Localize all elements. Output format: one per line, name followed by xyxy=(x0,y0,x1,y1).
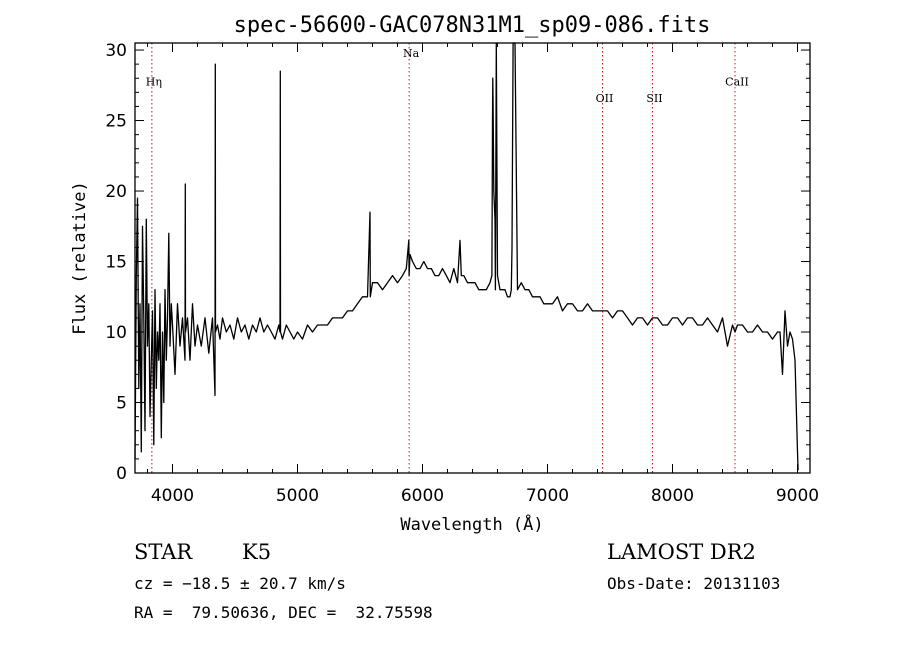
y-tick-label-3: 15 xyxy=(105,253,127,273)
line-markers: Hη Na OII SII CaII xyxy=(146,43,749,473)
y-tick-label-4: 20 xyxy=(105,182,127,202)
observation-date: Obs-Date: 20131103 xyxy=(607,574,781,593)
y-tick-label-1: 5 xyxy=(116,394,127,414)
chart-title: spec-56600-GAC078N31M1_sp09-086.fits xyxy=(234,13,711,38)
x-tick-label-3: 7000 xyxy=(526,486,569,506)
x-tick-label-5: 9000 xyxy=(776,486,819,506)
marker-label-2: OII xyxy=(596,92,614,105)
marker-label-3: SII xyxy=(646,92,662,105)
marker-label-0: Hη xyxy=(146,75,162,88)
x-tick-label-1: 5000 xyxy=(276,486,319,506)
x-axis-label: Wavelength (Å) xyxy=(400,513,543,535)
redshift-velocity: cz = −18.5 ± 20.7 km/s xyxy=(134,574,346,593)
y-axis-label: Flux (relative) xyxy=(70,181,90,335)
x-tick-label-2: 6000 xyxy=(401,486,444,506)
plot-frame xyxy=(134,42,811,474)
y-tick-label-0: 0 xyxy=(116,464,127,484)
y-tick-label-2: 10 xyxy=(105,323,127,343)
marker-label-1: Na xyxy=(403,47,420,60)
x-tick-label-0: 4000 xyxy=(151,486,194,506)
axis-ticks: 4000 5000 6000 7000 8000 9000 0 5 10 15 20 25 30 xyxy=(105,41,819,506)
marker-label-4: CaII xyxy=(725,75,749,88)
sky-coordinates: RA = 79.50636, DEC = 32.75598 xyxy=(134,603,433,622)
x-tick-label-4: 8000 xyxy=(651,486,694,506)
y-tick-label-5: 25 xyxy=(105,112,127,132)
spectrum-line xyxy=(134,42,799,471)
object-subclass: K5 xyxy=(242,540,272,564)
survey-name: LAMOST DR2 xyxy=(607,540,756,564)
y-tick-label-6: 30 xyxy=(105,41,127,61)
object-class: STAR xyxy=(134,540,193,564)
